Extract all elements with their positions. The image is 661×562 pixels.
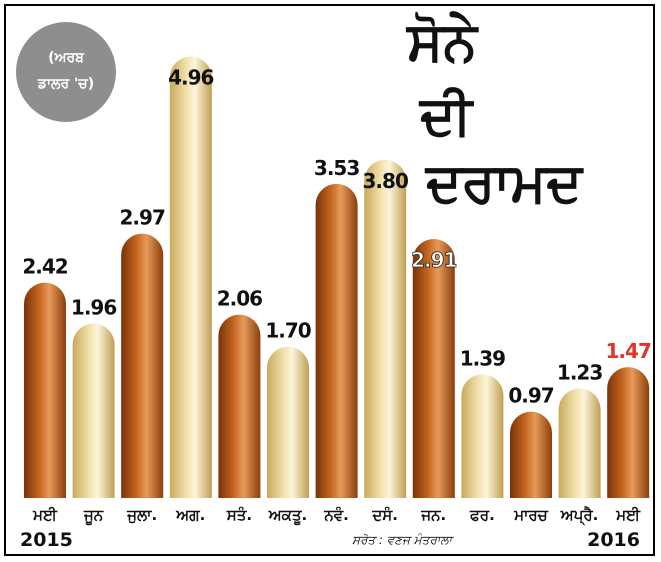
chart-frame: (ਅਰਬ ਡਾਲਰ 'ਚ) ਸੋਨੇ ਦੀ ਦਰਾਮਦ 2.42 1.96 2.97…: [4, 4, 655, 556]
unit-badge-circle: [16, 22, 116, 122]
label-band: [6, 498, 653, 522]
category-labels: ਮਈ ਜੂਨ ਜੁਲਾ. ਅਗ. ਸਤੰ. ਅਕਤੂ. ਨਵੰ. ਦਸੰ. ਜਨ. ਫਰ. ਮਾਰਚ…: [32, 505, 641, 527]
value-label-12: 1.23: [557, 361, 602, 385]
bar-9: [412, 239, 455, 519]
title-line-3: ਦਰਾਮਦ: [424, 151, 584, 214]
bar-5: [218, 314, 261, 519]
value-labels: 2.421.96 2.97 4.96 2.061.70 3.533.80 2.91 1.39…: [22, 66, 652, 408]
category-label-9: ਜਨ.: [420, 506, 446, 524]
category-label-13: ਮਈ: [615, 506, 641, 524]
bar-3: [121, 233, 164, 520]
value-label-11: 0.97: [508, 384, 553, 408]
value-label-1: 2.42: [22, 255, 67, 279]
source-note: ਸਰੋਤ : ਵਣਜ ਮੰਤਰਾਲਾ: [352, 533, 454, 547]
category-label-11: ਮਾਰਚ: [513, 506, 548, 524]
bar-12: [558, 388, 601, 519]
bar-1: [24, 282, 66, 519]
value-label-4: 4.96: [168, 66, 213, 90]
unit-badge: (ਅਰਬ ਡਾਲਰ 'ਚ): [16, 22, 116, 122]
category-label-6: ਅਕਤੂ.: [268, 506, 307, 525]
chart-canvas: (ਅਰਬ ਡਾਲਰ 'ਚ) ਸੋਨੇ ਦੀ ਦਰਾਮਦ 2.421.96 2.97…: [6, 10, 653, 551]
value-label-8: 3.80: [363, 169, 408, 193]
value-label-10: 1.39: [460, 346, 505, 370]
value-label-3: 2.97: [120, 206, 165, 230]
chart-title: ਸੋਨੇ ਦੀ ਦਰਾਮਦ: [405, 10, 584, 214]
bar-11: [510, 411, 552, 519]
title-line-2: ਦੀ: [418, 84, 475, 147]
value-label-6: 1.70: [265, 319, 310, 343]
title-line-1: ਸੋਨੇ: [405, 10, 479, 73]
category-label-10: ਫਰ.: [469, 506, 495, 524]
category-label-8: ਦਸੰ.: [371, 505, 398, 524]
year-start-label: 2015: [20, 529, 73, 551]
bar-6: [267, 346, 309, 519]
bar-4: [169, 56, 212, 520]
unit-label-line-2: ਡਾਲਰ 'ਚ): [37, 76, 94, 92]
bar-series: [6, 56, 653, 522]
value-label-7: 3.53: [314, 156, 359, 180]
value-label-2: 1.96: [71, 296, 116, 320]
category-label-12: ਅਪ੍ਰੈ.: [560, 506, 599, 527]
value-label-5: 2.06: [217, 287, 262, 311]
bar-13: [607, 367, 650, 519]
category-label-3: ਜੁਲਾ.: [126, 506, 157, 524]
bar-8: [364, 159, 407, 520]
category-label-7: ਨਵੰ.: [323, 505, 348, 524]
bar-10: [461, 374, 504, 519]
category-label-4: ਅਗ.: [175, 506, 205, 524]
bar-7: [315, 183, 358, 519]
category-label-2: ਜੂਨ: [83, 506, 104, 525]
bar-2: [72, 323, 115, 519]
category-label-1: ਮਈ: [32, 506, 58, 524]
unit-label-line-1: (ਅਰਬ: [48, 50, 85, 66]
value-label-13: 1.47: [606, 339, 651, 363]
value-label-9: 2.91: [411, 248, 456, 272]
year-end-label: 2016: [587, 529, 640, 551]
category-label-5: ਸਤੰ.: [226, 505, 252, 524]
